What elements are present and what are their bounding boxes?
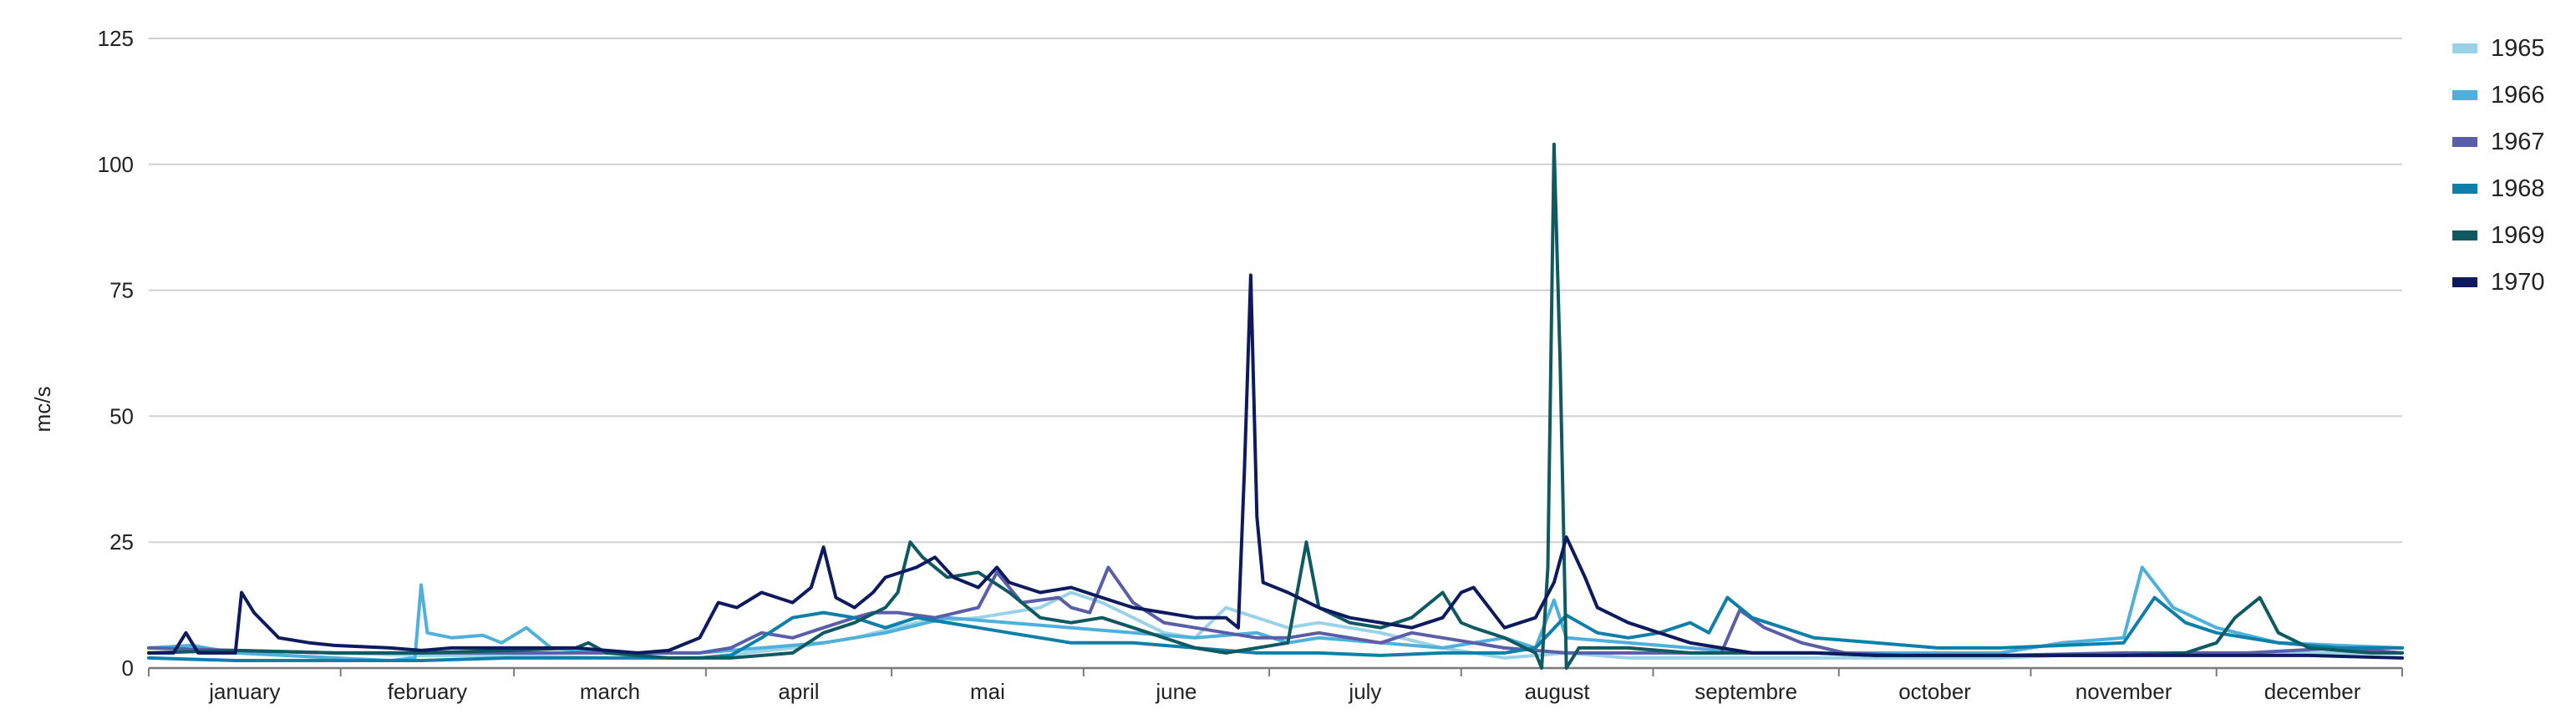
month-label: december [2264, 679, 2361, 704]
month-label: january [208, 679, 280, 704]
legend-label: 1966 [2491, 81, 2545, 109]
legend-swatch [2452, 277, 2477, 287]
legend-swatch [2452, 43, 2477, 53]
legend-item-1966: 1966 [2452, 72, 2569, 119]
month-label: septembre [1694, 679, 1797, 704]
legend-label: 1967 [2491, 128, 2545, 155]
series-lines [147, 142, 2404, 670]
y-tick-label: 100 [98, 152, 134, 177]
legend-swatch [2452, 230, 2477, 241]
month-label: july [1348, 679, 1381, 704]
month-labels: january february march april mai june july augu… [208, 679, 2361, 704]
x-tick-marks [148, 668, 2403, 676]
month-label: june [1155, 679, 1197, 704]
legend-item-1965: 1965 [2452, 25, 2569, 72]
legend-swatch [2452, 184, 2477, 194]
month-label: august [1525, 679, 1591, 704]
legend: 1965 1966 1967 1968 1969 1970 [2452, 25, 2569, 306]
month-label: october [1898, 679, 1971, 704]
legend-item-1970: 1970 [2452, 259, 2569, 306]
legend-swatch [2452, 90, 2477, 100]
month-label: march [580, 679, 640, 704]
y-axis-title: mc/s [30, 387, 55, 433]
legend-item-1969: 1969 [2452, 212, 2569, 259]
legend-label: 1965 [2491, 34, 2545, 62]
y-tick-label: 75 [109, 278, 134, 303]
month-label: april [778, 679, 819, 704]
series-line-1967 [147, 565, 2404, 657]
legend-swatch [2452, 137, 2477, 147]
month-label: mai [970, 679, 1005, 704]
series-line-1968 [147, 595, 2404, 662]
y-tick-labels: 0 25 50 75 100 125 [98, 26, 134, 681]
gridlines [149, 38, 2402, 670]
month-label: november [2076, 679, 2172, 704]
legend-label: 1969 [2491, 221, 2545, 249]
legend-item-1968: 1968 [2452, 165, 2569, 212]
y-tick-label: 50 [109, 403, 134, 428]
series-line-1969 [147, 142, 2404, 670]
y-tick-label: 25 [109, 529, 134, 554]
legend-item-1967: 1967 [2452, 119, 2569, 165]
y-tick-label: 125 [98, 26, 134, 51]
series-line-1970 [147, 273, 2404, 660]
y-tick-label: 0 [122, 656, 134, 681]
month-label: february [388, 679, 467, 704]
series-line-1966 [147, 565, 2404, 662]
legend-label: 1968 [2491, 175, 2545, 202]
legend-label: 1970 [2491, 268, 2545, 296]
